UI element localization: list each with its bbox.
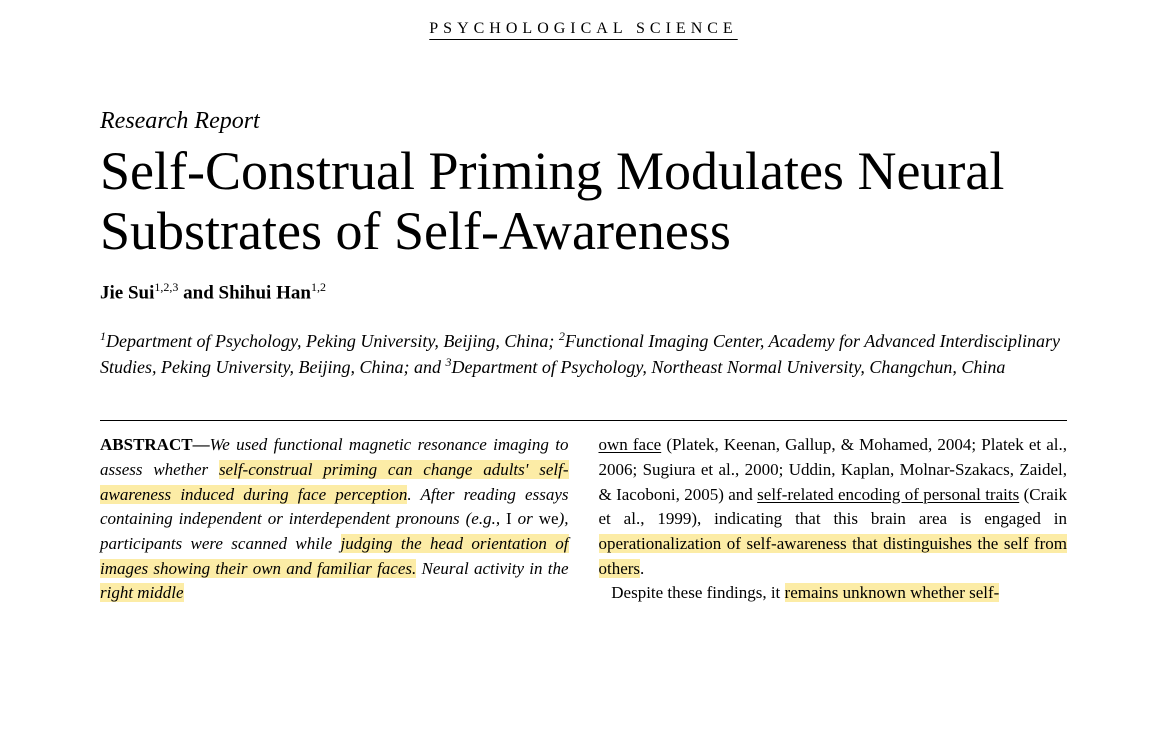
page: PSYCHOLOGICAL SCIENCE Research Report Se… — [0, 0, 1167, 606]
authors: Jie Sui1,2,3 and Shihui Han1,2 — [100, 280, 1067, 304]
affiliations: 1Department of Psychology, Peking Univer… — [100, 328, 1067, 380]
body-columns: ABSTRACT—We used functional magnetic res… — [100, 420, 1067, 605]
right-column: own face (Platek, Keenan, Gallup, & Moha… — [599, 433, 1068, 605]
article-title: Self-Construal Priming Modulates Neural … — [100, 141, 1067, 262]
left-column: ABSTRACT—We used functional magnetic res… — [100, 433, 569, 605]
report-type: Research Report — [100, 108, 1067, 135]
journal-name: PSYCHOLOGICAL SCIENCE — [100, 20, 1067, 38]
